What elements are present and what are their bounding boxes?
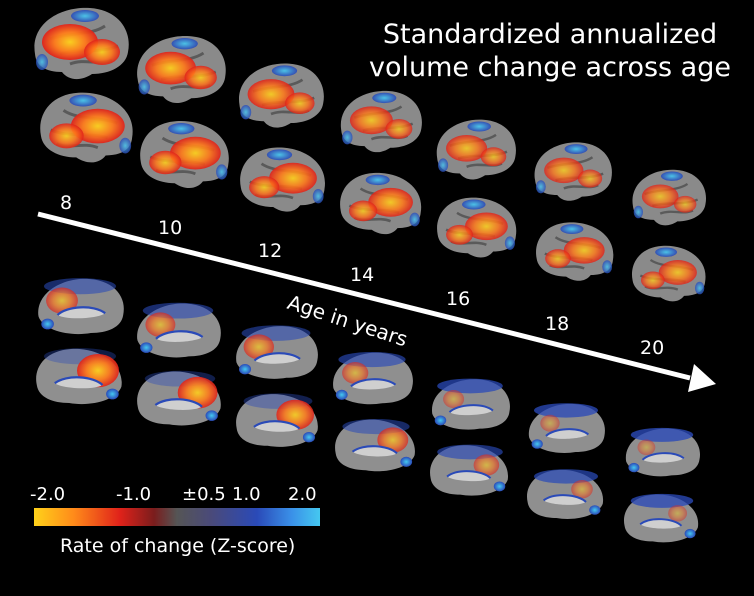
brain-lateral-5 <box>239 63 324 128</box>
brain-medial-20 <box>236 393 318 447</box>
brain-medial-24 <box>430 444 509 496</box>
brain-lateral-2 <box>40 92 133 163</box>
age-axis-line <box>37 211 691 381</box>
brain-medial-17 <box>137 302 221 358</box>
brain-lateral-13 <box>632 169 707 226</box>
brain-medial-15 <box>38 278 124 335</box>
brain-lateral-1 <box>34 7 129 80</box>
age-label-20: 20 <box>640 337 665 359</box>
colorbar-label: Rate of change (Z-score) <box>60 535 296 557</box>
brain-medial-21 <box>333 351 413 405</box>
brain-lateral-6 <box>240 147 325 212</box>
title-line-1: Standardized annualized <box>382 19 718 50</box>
brain-lateral-3 <box>137 36 226 103</box>
age-label-10: 10 <box>158 217 183 239</box>
brain-medial-28 <box>623 493 699 543</box>
age-label-18: 18 <box>545 313 570 335</box>
colorbar-tick-3: ±0.5 <box>182 484 226 505</box>
brain-medial-25 <box>528 403 605 453</box>
colorbar <box>34 508 320 526</box>
brain-lateral-11 <box>534 142 612 201</box>
colorbar-tick-2: -1.0 <box>116 484 152 505</box>
brain-lateral-9 <box>436 119 516 180</box>
brain-medial-16 <box>36 348 122 405</box>
brain-lateral-12 <box>536 222 614 281</box>
age-label-12: 12 <box>258 240 283 262</box>
brain-lateral-14 <box>631 245 706 302</box>
colorbar-tick-4: 1.0 <box>232 484 261 505</box>
brain-medial-26 <box>527 469 604 519</box>
title-line-2: volume change across age <box>369 52 731 83</box>
brain-medial-23 <box>431 378 510 430</box>
brain-lateral-8 <box>340 172 422 235</box>
brain-medial-19 <box>236 325 318 379</box>
brain-medial-22 <box>335 418 415 472</box>
colorbar-tick-1: -2.0 <box>30 484 66 505</box>
brain-lateral-4 <box>140 121 229 188</box>
age-label-16: 16 <box>446 288 471 310</box>
age-label-8: 8 <box>60 192 73 214</box>
colorbar-ticks: -2.0 -1.0 ±0.5 1.0 2.0 <box>30 484 330 506</box>
brain-lateral-7 <box>340 90 422 153</box>
brain-lateral-10 <box>437 197 517 258</box>
figure-title: Standardized annualized volume change ac… <box>360 18 740 84</box>
colorbar-tick-5: 2.0 <box>288 484 317 505</box>
brain-medial-18 <box>137 370 221 426</box>
brain-medial-27 <box>625 427 701 477</box>
age-axis-arrowhead <box>688 364 716 392</box>
age-label-14: 14 <box>350 264 375 286</box>
